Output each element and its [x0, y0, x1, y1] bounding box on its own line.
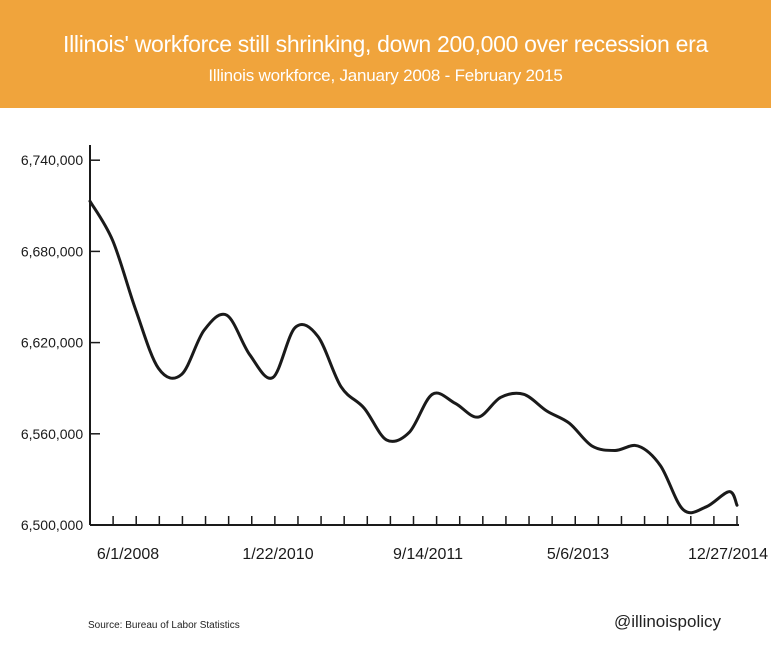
twitter-handle: @illinoispolicy [613, 612, 721, 631]
line-chart: 6,740,000 6,680,000 6,620,000 6,560,000 6,50… [21, 145, 768, 563]
source-note: Source: Bureau of Labor Statistics [88, 620, 240, 631]
x-tick-label: 9/14/2011 [393, 546, 463, 563]
x-tick-label: 1/22/2010 [242, 546, 313, 563]
chart-title: Illinois' workforce still shrinking, dow… [63, 31, 708, 57]
y-tick-label: 6,560,000 [21, 426, 83, 442]
y-tick-label: 6,740,000 [21, 152, 83, 168]
x-tick-label: 6/1/2008 [97, 546, 159, 563]
y-tick-label: 6,620,000 [21, 335, 83, 351]
y-tick-label: 6,500,000 [21, 517, 83, 533]
header-banner: Illinois' workforce still shrinking, dow… [0, 0, 771, 108]
series-line-0 [88, 199, 739, 515]
y-tick-label: 6,680,000 [21, 243, 83, 259]
chart-subtitle: Illinois workforce, January 2008 - Febru… [208, 66, 563, 85]
x-tick-label: 5/6/2013 [547, 546, 609, 563]
x-tick-label: 12/27/2014 [688, 546, 768, 563]
